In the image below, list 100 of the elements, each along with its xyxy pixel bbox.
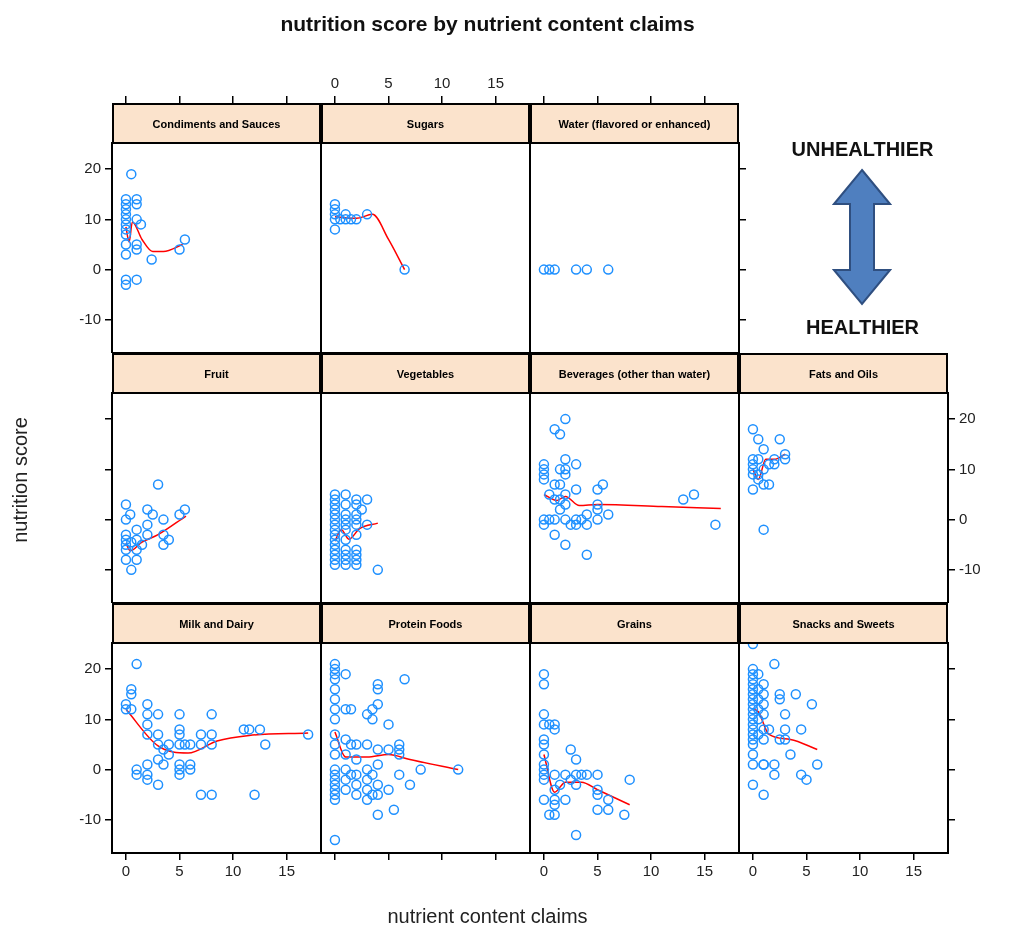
point [120,554,132,566]
point [120,274,132,285]
point [174,709,185,720]
point [549,479,560,490]
point [340,214,351,225]
chart-title: Snacks and Sweets [739,603,948,644]
point [120,699,132,710]
point [544,809,555,821]
point [124,509,136,520]
point [758,734,769,745]
point [329,489,341,500]
point [549,724,560,735]
point [753,454,764,465]
point [581,549,593,561]
x-tick-label: 15 [696,862,714,880]
point [538,719,550,730]
text: HEALTHIER [805,316,920,339]
point [120,194,132,205]
point [120,199,132,210]
point [538,794,550,805]
point [560,539,571,550]
point [747,739,759,750]
point [747,454,759,465]
point [340,544,351,555]
point [260,739,271,750]
point [329,204,341,215]
y-tick-label: -10 [79,809,101,827]
point [747,749,759,760]
point [340,489,351,500]
point [163,749,175,760]
point [538,459,550,470]
point [581,509,593,520]
chart-title: Vegetables [321,353,530,394]
point [753,668,764,680]
point [570,779,582,790]
point [538,474,550,485]
point [538,749,550,760]
point [774,734,785,745]
point [554,779,566,790]
point [329,539,341,550]
y-tick-label: 10 [84,709,101,727]
point [120,209,132,220]
point [120,229,132,240]
point [592,769,603,780]
point [549,769,560,780]
point [763,479,775,490]
point [142,504,153,515]
point [806,699,818,710]
point [335,214,346,225]
chart-title: Sugars [321,103,530,144]
point [146,254,157,265]
point [747,719,759,730]
x-tick-label: 15 [905,862,923,880]
point [774,433,785,445]
point [340,554,351,566]
point [549,784,560,795]
point [554,504,566,515]
point [753,714,764,725]
point [152,729,164,740]
point [142,709,153,720]
point [131,554,142,566]
x-tick-label: 0 [748,862,758,880]
point [763,724,775,735]
point [554,464,566,475]
point [758,709,769,720]
point [560,769,571,780]
point [544,719,555,730]
point [758,444,769,455]
point [560,413,571,425]
point [329,224,341,235]
point [570,459,582,470]
point [238,724,250,735]
point [624,774,635,785]
point [195,739,207,750]
point [549,494,560,505]
point [126,704,137,715]
point [549,809,560,821]
point [779,734,791,745]
point [340,549,351,561]
point [774,694,785,705]
chart-title: Protein Foods [321,603,530,644]
point [142,759,153,770]
point [747,759,759,770]
point [790,688,802,700]
x-tick-label: 15 [278,862,296,880]
point [549,529,560,540]
point [174,739,185,750]
point [174,509,185,520]
point [597,479,609,490]
point [131,214,142,225]
point [351,544,362,555]
point [179,234,191,245]
point [592,804,603,816]
chart-title: Water (flavored or enhanced) [530,103,739,144]
point [592,484,603,495]
point [538,514,550,525]
point [163,739,175,750]
point [142,729,153,740]
chart-title: Milk and Dairy [112,603,321,644]
point [120,279,132,290]
